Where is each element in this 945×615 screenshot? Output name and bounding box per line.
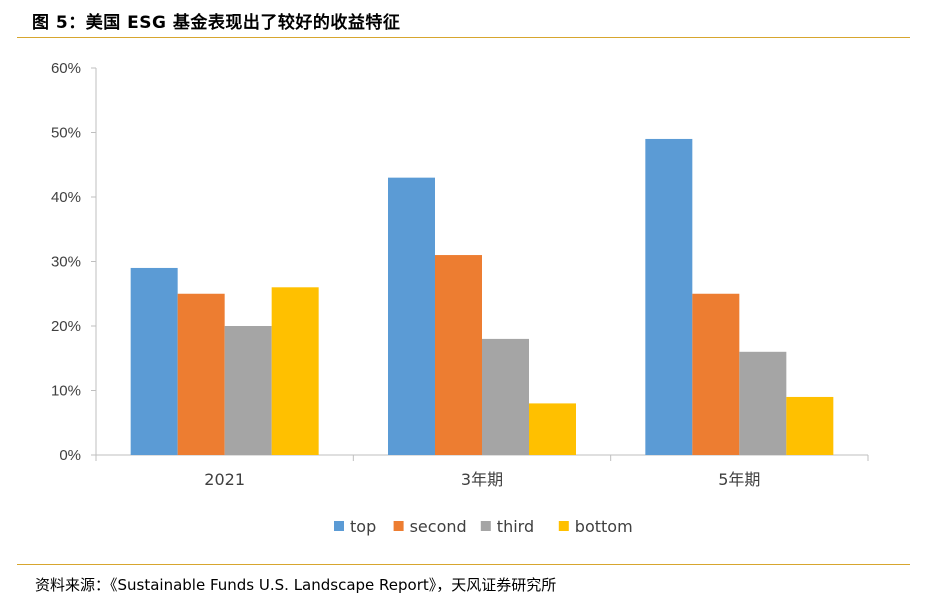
figure-title: 图 5：美国 ESG 基金表现出了较好的收益特征 <box>32 13 401 33</box>
y-tick-label: 0% <box>59 447 81 464</box>
x-category-label: 5年期 <box>718 470 760 489</box>
bar-bottom-3 <box>786 396 834 455</box>
bar-bottom-2 <box>529 403 576 455</box>
y-tick-label: 10% <box>51 383 81 400</box>
y-tick-label: 50% <box>51 125 81 142</box>
legend-label-second: second <box>410 517 467 536</box>
legend: top second third bottom <box>334 517 633 536</box>
bar-second-2 <box>435 255 482 455</box>
bar-second-3 <box>692 293 740 455</box>
y-tick-label: 20% <box>51 318 81 335</box>
y-tick-label: 30% <box>51 254 81 271</box>
bars <box>130 138 834 455</box>
x-category-label: 2021 <box>204 470 245 489</box>
bar-third-3 <box>739 351 787 455</box>
bar-third-1 <box>224 326 272 455</box>
footer-divider <box>17 564 910 565</box>
legend-swatch-second <box>393 521 404 531</box>
y-tick-label: 60% <box>51 60 81 77</box>
y-tick-label: 40% <box>51 189 81 206</box>
bar-top-1 <box>130 267 178 455</box>
legend-swatch-top <box>334 521 344 531</box>
bar-third-2 <box>482 338 529 455</box>
bar-chart: 0% 10% 20% 30% 40% 50% 60% 2021 3年期 5年期 top second… <box>51 60 869 536</box>
legend-label-top: top <box>350 517 376 536</box>
source-note: 资料来源：《Sustainable Funds U.S. Landscape R… <box>35 576 557 594</box>
legend-swatch-bottom <box>558 521 569 531</box>
bar-bottom-1 <box>271 287 319 455</box>
bar-top-3 <box>645 138 693 455</box>
bar-second-1 <box>177 293 225 455</box>
x-category-label: 3年期 <box>461 470 503 489</box>
bar-top-2 <box>388 177 435 455</box>
legend-swatch-third <box>480 521 491 531</box>
header-divider <box>17 37 910 38</box>
legend-label-bottom: bottom <box>575 517 633 536</box>
legend-label-third: third <box>497 517 534 536</box>
